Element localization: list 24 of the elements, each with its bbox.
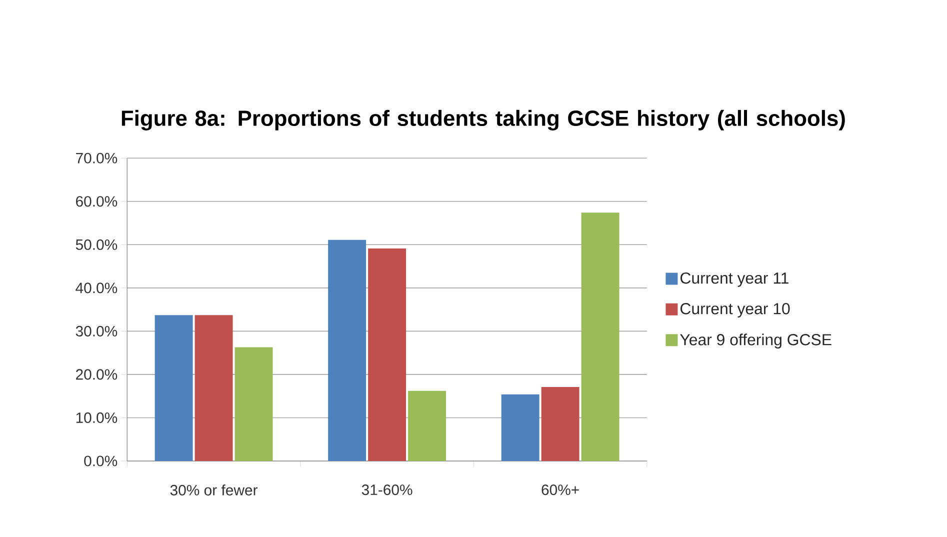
- bar: [194, 315, 233, 461]
- bar: [408, 390, 446, 461]
- y-tick-label: 0.0%: [84, 456, 118, 466]
- bar: [581, 212, 620, 461]
- legend-label: Year 9 offering GCSE: [680, 334, 832, 348]
- bar: [541, 386, 580, 461]
- y-tick-label: 50.0%: [76, 239, 118, 250]
- y-tick-label: 20.0%: [76, 369, 118, 380]
- bar: [328, 240, 366, 461]
- legend-label: Current year 10: [680, 302, 790, 318]
- bar: [368, 248, 406, 461]
- y-tick-label: 40.0%: [76, 282, 118, 294]
- y-tick-label: 70.0%: [76, 152, 118, 164]
- chart-title: Figure 8a: Proportions of students taking GCSE history (all schools): [122, 110, 845, 130]
- bar: [154, 315, 193, 461]
- y-tick-label: 30.0%: [76, 326, 118, 336]
- bar: [501, 394, 540, 461]
- x-tick-label: 31-60%: [362, 484, 412, 495]
- y-tick-label: 10.0%: [76, 412, 118, 423]
- legend-label: Current year 11: [680, 272, 788, 287]
- x-tick-label: 60%+: [542, 484, 579, 495]
- x-tick-label: 30% or fewer: [170, 484, 258, 496]
- bar: [234, 347, 273, 461]
- y-tick-label: 60.0%: [76, 196, 118, 207]
